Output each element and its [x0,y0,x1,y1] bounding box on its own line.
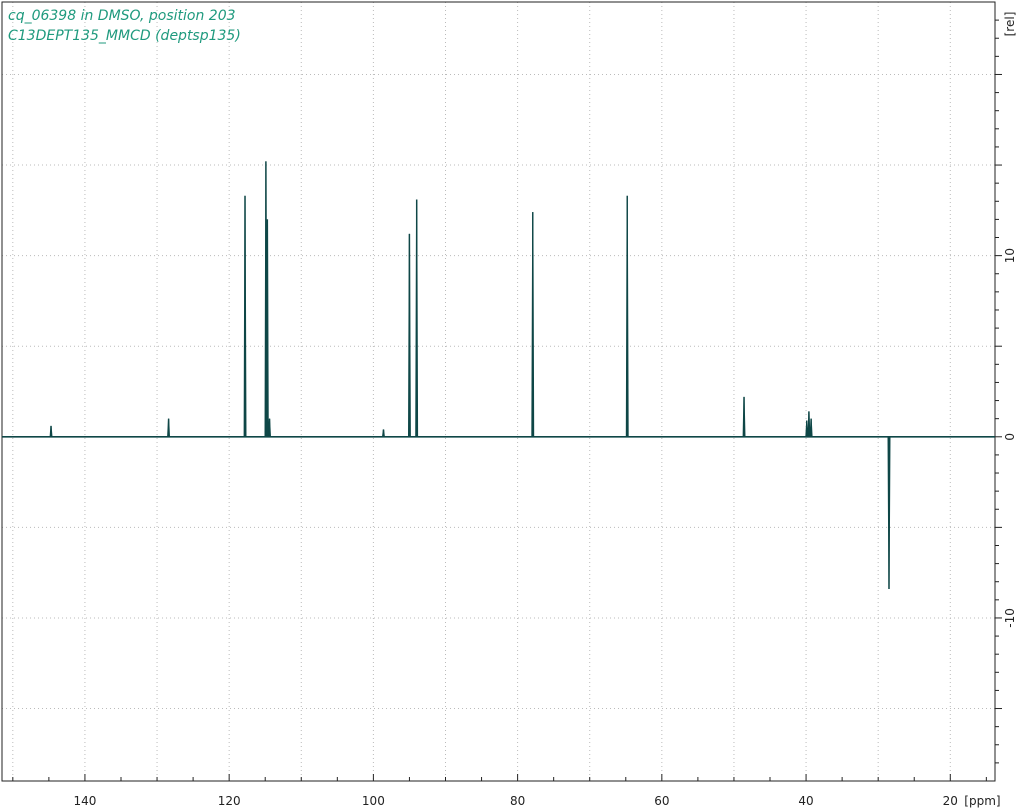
plot-frame [1,1,996,782]
x-tick-label: 140 [73,794,96,808]
x-tick-label: 100 [362,794,385,808]
y-tick-label: -10 [1003,608,1017,628]
y-axis-unit-label: [rel] [1003,12,1017,37]
x-tick-label: 120 [218,794,241,808]
spectrum-title-line2: C13DEPT135_MMCD (deptsp135) [8,28,241,44]
spectrum-title-line1: cq_06398 in DMSO, position 203 [8,8,236,24]
x-axis-unit-label: [ppm] [964,794,1000,808]
x-tick-label: 60 [654,794,669,808]
y-tick-label: 10 [1003,248,1017,263]
spectrum-line [2,161,995,590]
x-tick-label: 80 [510,794,525,808]
grid-lines [2,2,995,781]
y-tick-label: 0 [1003,433,1017,441]
y-axis: 10 0 -10 [995,19,1017,764]
spectrum-trace [2,161,995,590]
plot-border [1,1,996,782]
x-axis: 140 120 100 80 60 40 20 [12,774,987,808]
x-tick-label: 40 [798,794,813,808]
x-tick-label: 20 [943,794,958,808]
